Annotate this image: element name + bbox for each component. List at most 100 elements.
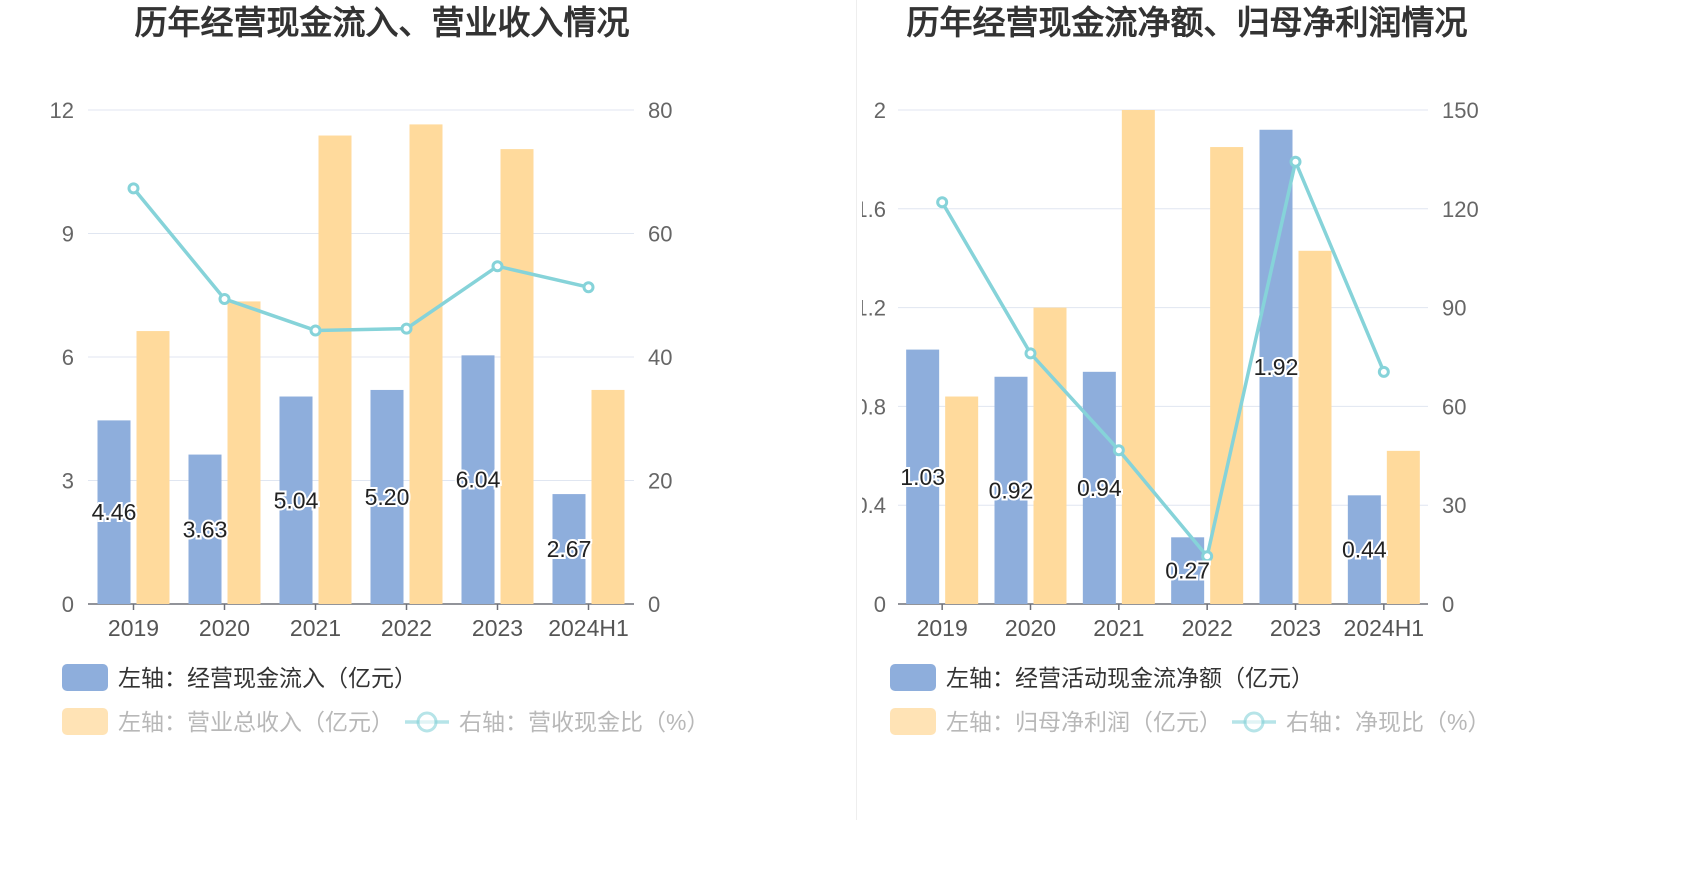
legend-label-primary[interactable]: 左轴：经营现金流入（亿元）: [118, 665, 417, 691]
legend-swatch-line-marker[interactable]: [416, 711, 438, 733]
bar-data-label: 2.67: [547, 536, 592, 562]
ratio-point: [400, 322, 413, 335]
left-axis-tick: 0: [62, 592, 74, 617]
x-axis-tick-label: 2021: [290, 615, 341, 641]
x-axis-tick-label: 2023: [1270, 615, 1321, 641]
legend-label-secondary[interactable]: 左轴：归母净利润（亿元）: [946, 709, 1222, 735]
bar-primary: [188, 454, 222, 604]
left-axis-tick: 2: [874, 98, 886, 123]
bar-primary: [994, 376, 1028, 604]
bar-secondary: [318, 135, 352, 605]
x-axis-tick-label: 2024H1: [548, 615, 629, 641]
ratio-point: [218, 292, 231, 305]
chart-netcash-profit: 历年经营现金流净额、归母净利润情况 0 0.4 0.8 1.2 1.6 2 0 30 60 90 12…: [862, 4, 1490, 735]
bar-secondary: [500, 149, 534, 604]
bar-data-label: 1.03: [900, 464, 945, 490]
right-axis-tick: 80: [648, 98, 672, 123]
bar-primary: [461, 355, 495, 604]
bar-primary: [97, 420, 131, 604]
bar-primary: [279, 396, 313, 604]
right-axis-tick: 40: [648, 345, 672, 370]
bar-secondary: [1033, 307, 1067, 604]
bar-data-label: 6.04: [456, 467, 501, 493]
right-axis-tick: 90: [1442, 296, 1466, 321]
right-axis-tick: 150: [1442, 98, 1479, 123]
bar-data-label: 1.92: [1254, 354, 1299, 380]
bar-secondary: [227, 301, 261, 604]
bar-primary: [1082, 371, 1116, 604]
left-axis-tick: 9: [62, 222, 74, 247]
ratio-line: [940, 155, 1386, 561]
bar-data-label: 5.20: [365, 484, 410, 510]
ratio-point: [1289, 155, 1302, 168]
bar-secondary: [1121, 110, 1155, 604]
ratio-point: [127, 182, 140, 195]
legend-swatch-primary[interactable]: [62, 664, 108, 691]
ratio-point: [582, 281, 595, 294]
right-axis-tick: 60: [1442, 394, 1466, 419]
legend-label-line[interactable]: 右轴：营收现金比（%）: [459, 709, 709, 735]
x-axis-tick-label: 2023: [472, 615, 523, 641]
bar-data-label: 0.92: [989, 477, 1034, 503]
legend-swatch-secondary[interactable]: [62, 708, 108, 735]
bar-secondary: [136, 331, 170, 604]
bar-data-label: 0.27: [1165, 558, 1210, 584]
legend-label-secondary[interactable]: 左轴：营业总收入（亿元）: [118, 709, 394, 735]
x-axis-tick-label: 2022: [381, 615, 432, 641]
chart-cashflow-revenue: 历年经营现金流入、营业收入情况 0 3 6 9 12 0 20 40 60 80 2019 2020 20…: [50, 4, 709, 735]
panel-divider: [856, 0, 857, 820]
right-axis-tick: 0: [648, 592, 660, 617]
x-axis-tick-label: 2022: [1182, 615, 1233, 641]
bar-primary: [1259, 129, 1293, 604]
bar-secondary: [1386, 450, 1420, 604]
bar-primary: [552, 494, 586, 604]
bar-data-label: 0.94: [1077, 475, 1122, 501]
right-axis-tick: 30: [1442, 493, 1466, 518]
bar-secondary: [1210, 147, 1244, 605]
right-axis-tick: 20: [648, 469, 672, 494]
left-axis-tick: 1.2: [862, 296, 886, 321]
ratio-point: [1112, 444, 1125, 457]
left-axis-tick: 12: [50, 98, 74, 123]
ratio-point: [936, 196, 949, 209]
x-axis-tick-label: 2019: [917, 615, 968, 641]
chart-title: 历年经营现金流净额、归母净利润情况: [907, 4, 1468, 41]
ratio-point: [1377, 365, 1390, 378]
legend: 左轴：经营活动现金流净额（亿元） 左轴：归母净利润（亿元） 右轴：净现比（%）: [890, 664, 1490, 735]
bar-data-label: 0.44: [1342, 537, 1387, 563]
left-axis-tick: 0.4: [862, 493, 886, 518]
bar-secondary: [409, 124, 443, 605]
legend: 左轴：经营现金流入（亿元） 左轴：营业总收入（亿元） 右轴：营收现金比（%）: [62, 664, 709, 735]
chart-title: 历年经营现金流入、营业收入情况: [135, 4, 630, 41]
right-axis-tick: 60: [648, 222, 672, 247]
ratio-point: [491, 260, 504, 273]
legend-label-line[interactable]: 右轴：净现比（%）: [1286, 709, 1490, 735]
legend-swatch-primary[interactable]: [890, 664, 936, 691]
chart-panel-cashflow-revenue: 历年经营现金流入、营业收入情况 0 3 6 9 12 0 20 40 60 80 2019 2020 20…: [50, 4, 709, 735]
ratio-line: [132, 187, 589, 333]
bar-primary: [906, 349, 940, 604]
x-axis-tick-label: 2020: [199, 615, 250, 641]
ratio-point: [309, 324, 322, 337]
ratio-point: [1201, 550, 1214, 563]
legend-swatch-line-marker[interactable]: [1243, 711, 1265, 733]
bar-secondary: [591, 389, 625, 604]
bar-primary: [1347, 495, 1381, 604]
left-axis-tick: 6: [62, 345, 74, 370]
x-axis-tick-label: 2021: [1093, 615, 1144, 641]
bar-data-label: 4.46: [92, 499, 137, 525]
legend-label-primary[interactable]: 左轴：经营活动现金流净额（亿元）: [946, 665, 1314, 691]
bar-secondary: [1298, 250, 1332, 605]
left-axis-tick: 0.8: [862, 394, 886, 419]
x-axis-tick-label: 2019: [108, 615, 159, 641]
legend-swatch-secondary[interactable]: [890, 708, 936, 735]
bar-data-label: 3.63: [183, 516, 228, 542]
ratio-point: [1024, 347, 1037, 360]
left-axis-tick: 3: [62, 469, 74, 494]
left-axis-tick: 0: [874, 592, 886, 617]
right-axis-tick: 0: [1442, 592, 1454, 617]
right-axis-tick: 120: [1442, 197, 1479, 222]
x-axis-tick-label: 2020: [1005, 615, 1056, 641]
bar-data-label: 5.04: [274, 487, 319, 513]
left-axis-tick: 1.6: [862, 197, 886, 222]
